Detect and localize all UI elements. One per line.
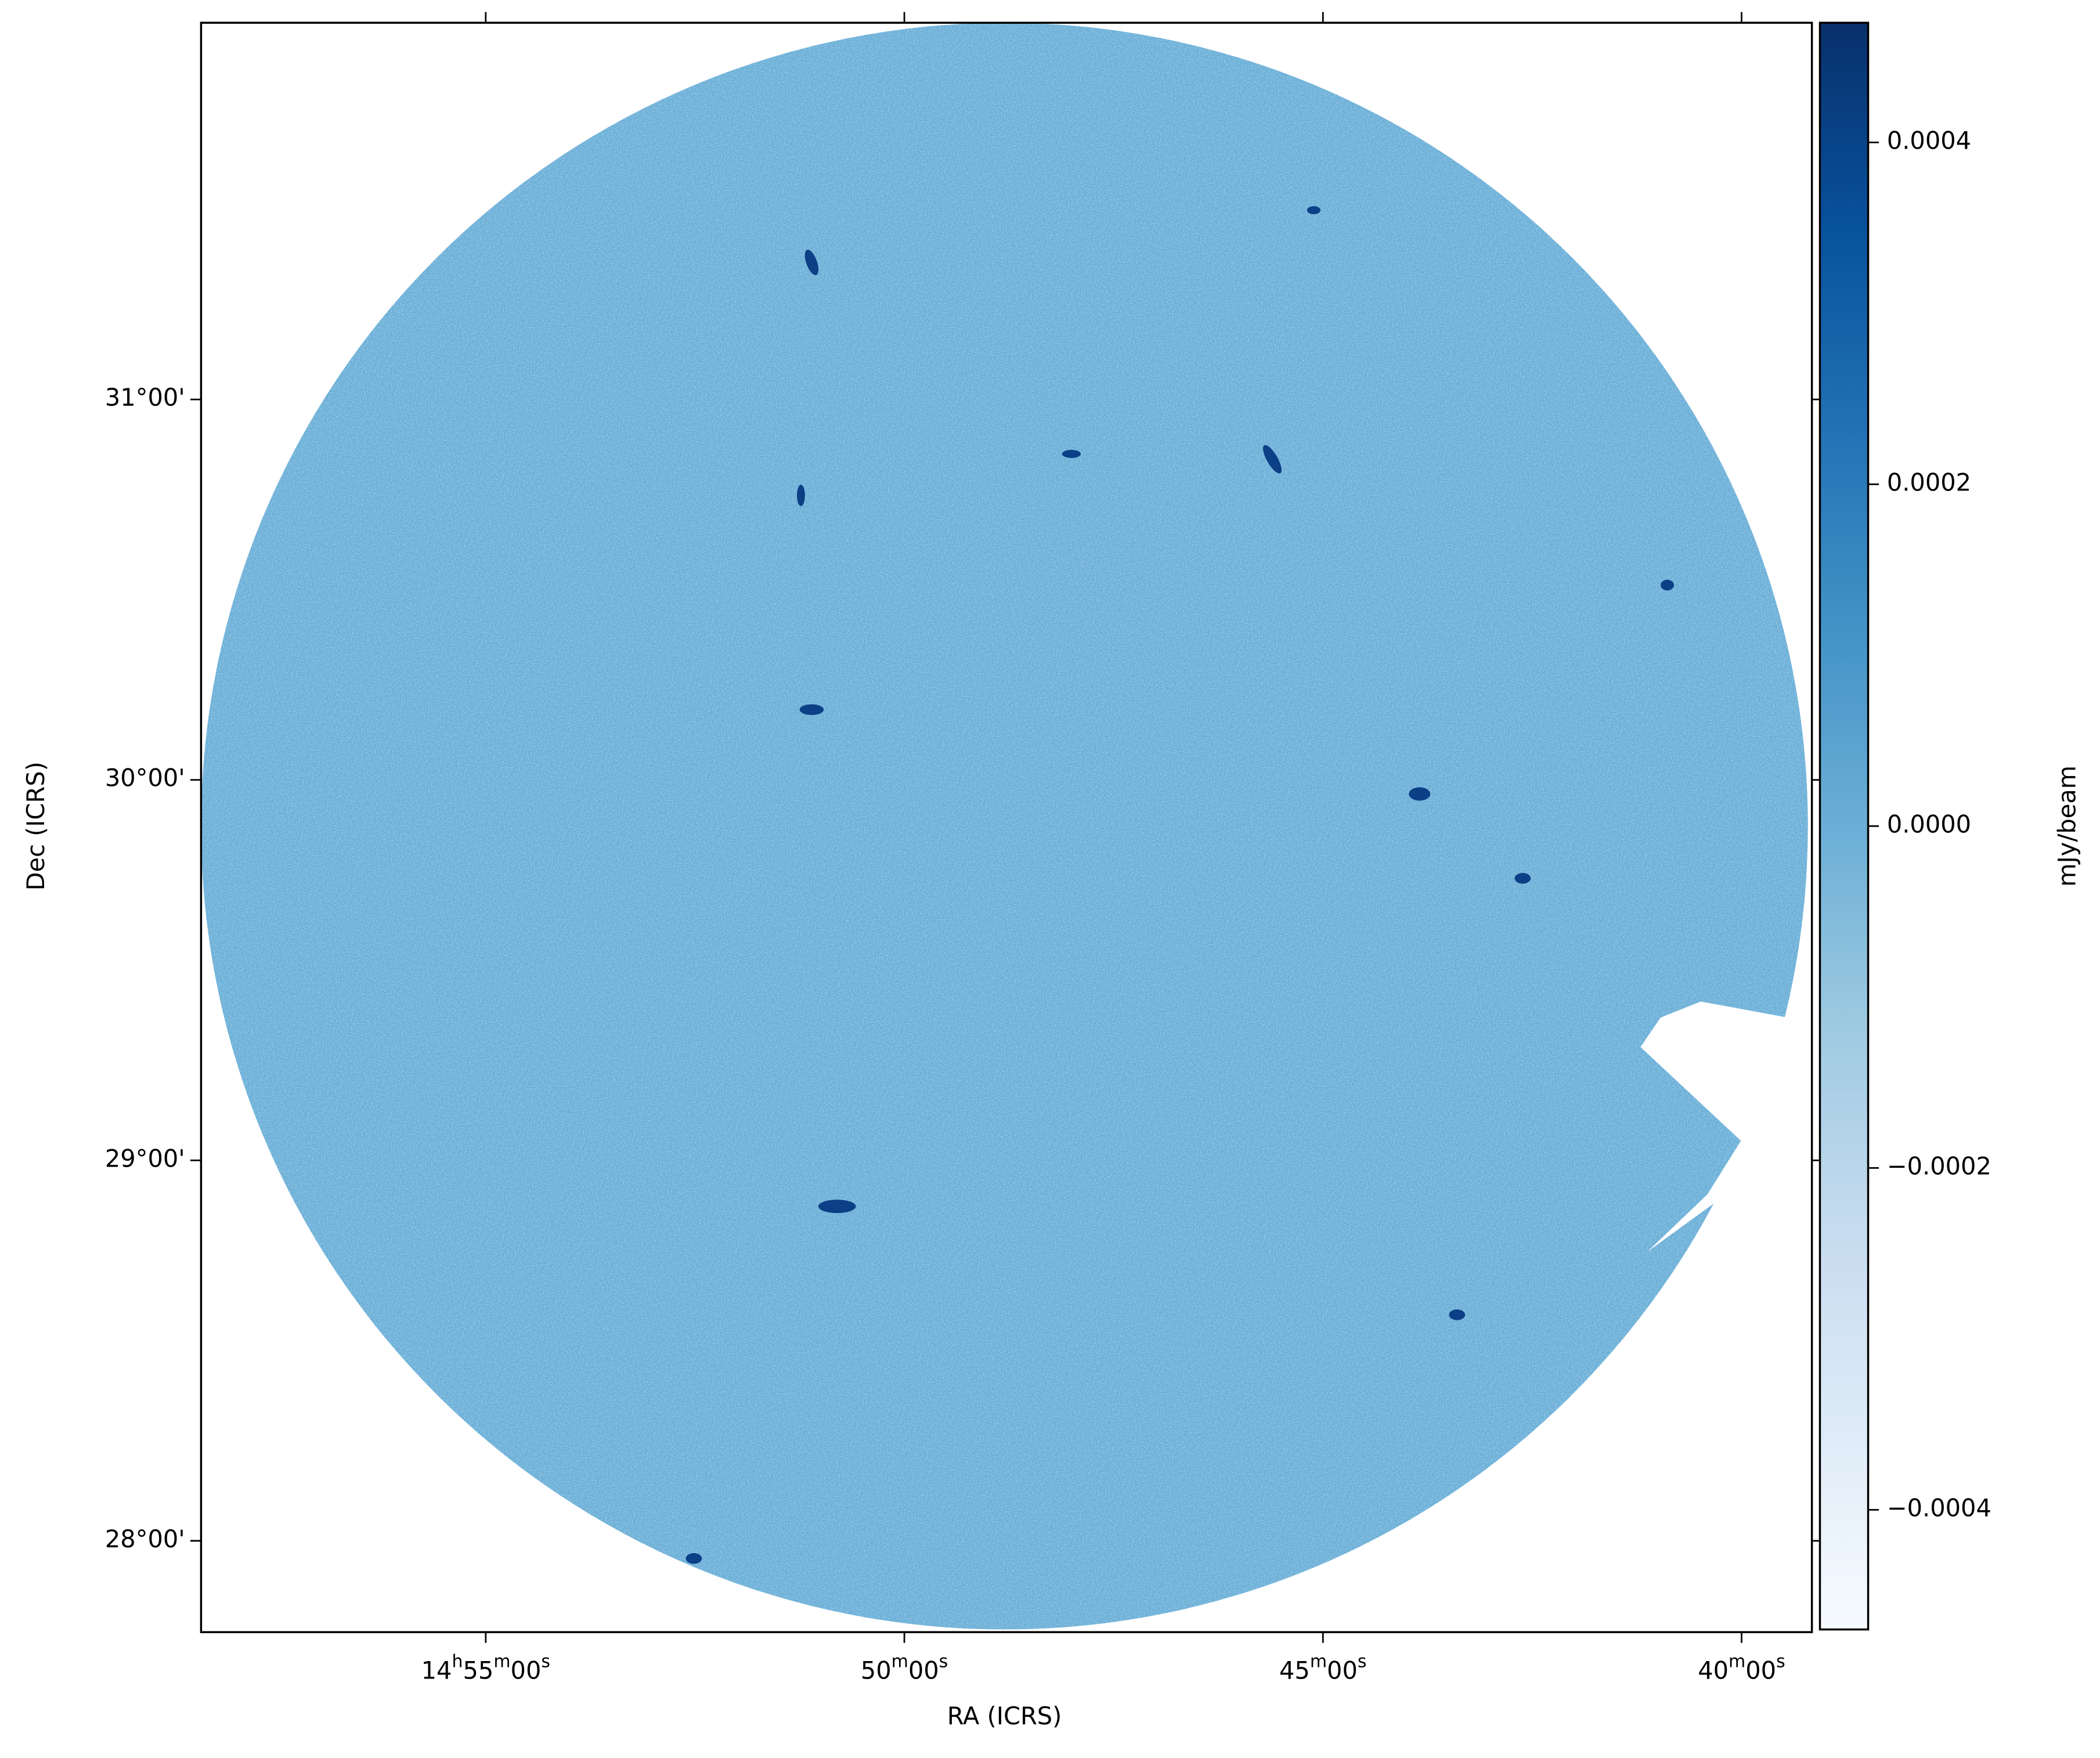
y-axis-label: Dec (ICRS) [21, 761, 50, 890]
colorbar [1820, 23, 1868, 1630]
y-tick-label: 29°00' [105, 1144, 185, 1172]
axes-frame [200, 21, 1813, 1633]
colorbar-tick-label: 0.0004 [1887, 126, 1971, 154]
x-tick-label: 50m00s [861, 1651, 948, 1684]
colorbar-tick-label: −0.0004 [1887, 1493, 1991, 1522]
colorbar-tick-label: 0.0002 [1887, 468, 1971, 496]
y-tick-label: 28°00' [105, 1525, 185, 1553]
y-tick-label: 30°00' [105, 764, 185, 792]
y-tick-label: 31°00' [105, 383, 185, 411]
x-tick-label: 45m00s [1279, 1651, 1367, 1684]
x-tick-label: 14h55m00s [421, 1651, 550, 1684]
x-tick-label: 40m00s [1698, 1651, 1785, 1684]
colorbar-tick-label: 0.0000 [1887, 810, 1971, 838]
colorbar-label: mJy/beam [2053, 766, 2081, 887]
colorbar-tick-label: −0.0002 [1887, 1151, 1991, 1180]
sky-image [201, 23, 1812, 1630]
x-axis-label: RA (ICRS) [947, 1702, 1062, 1730]
